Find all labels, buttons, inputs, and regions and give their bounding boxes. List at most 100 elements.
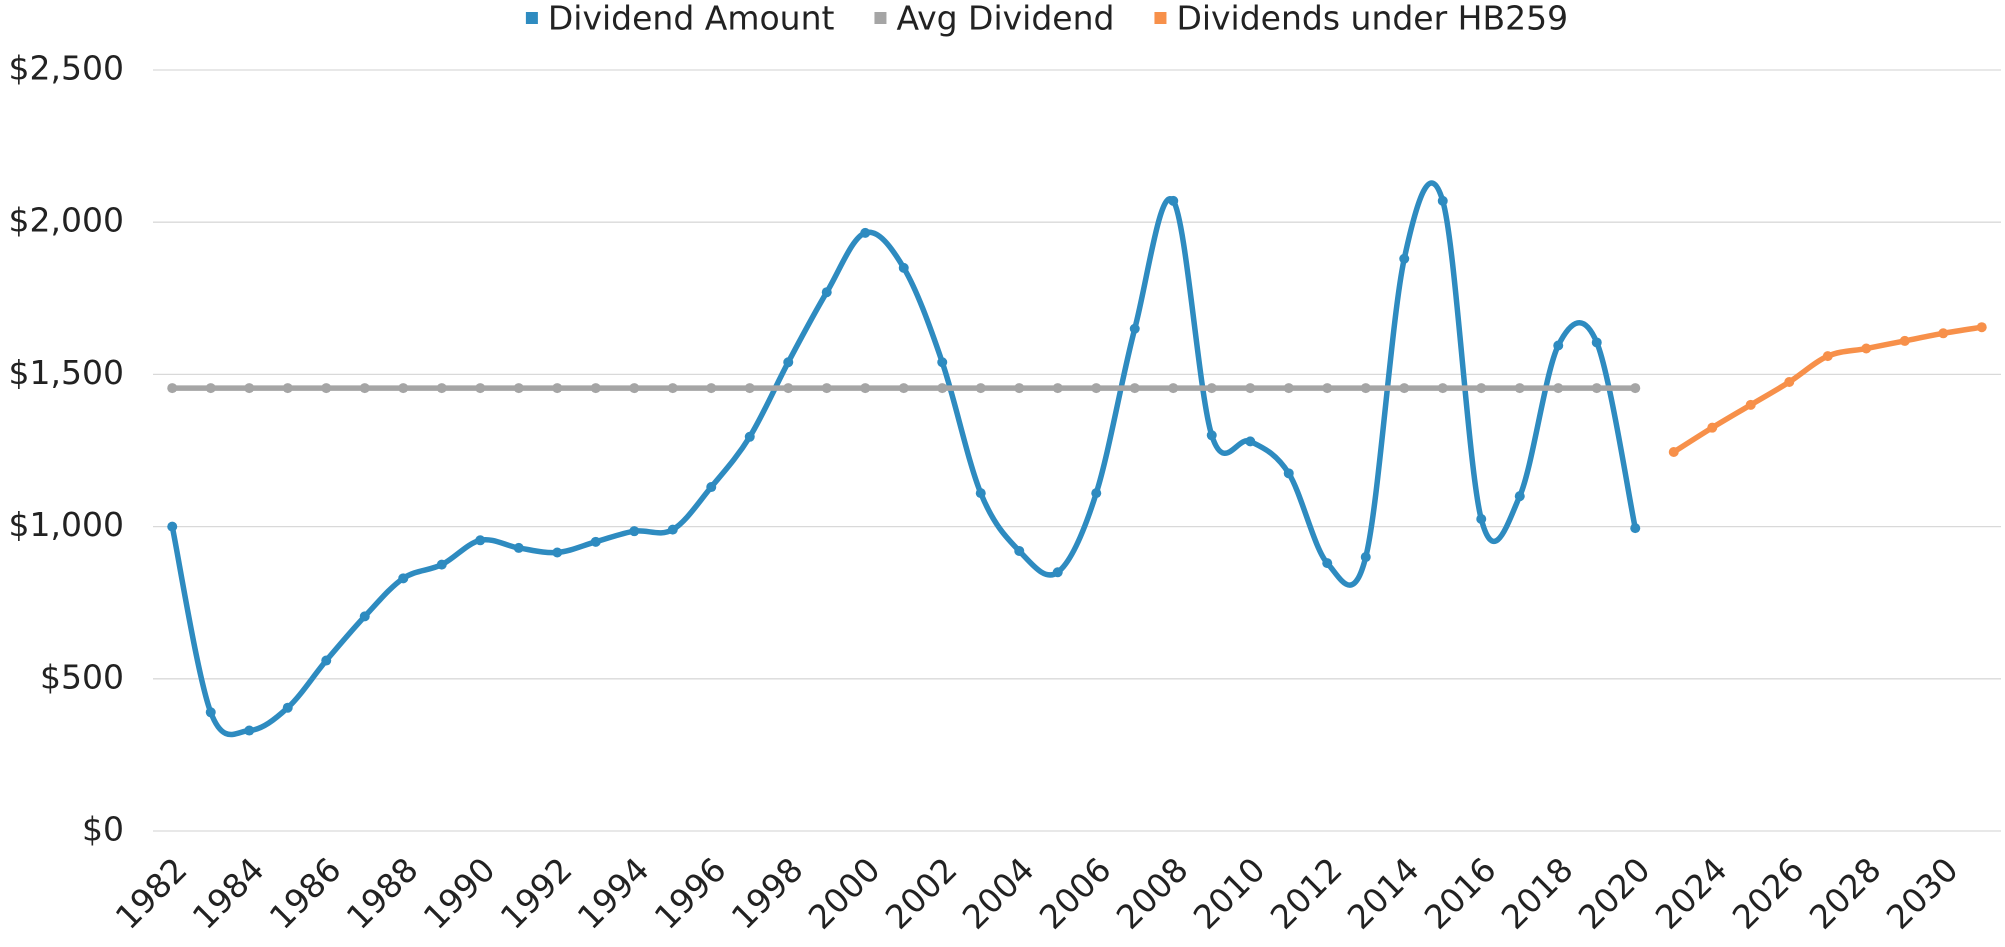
data-point xyxy=(513,542,524,553)
data-point xyxy=(1630,523,1641,534)
data-point xyxy=(436,559,447,570)
data-point xyxy=(783,357,794,368)
data-point xyxy=(1091,488,1102,499)
data-point xyxy=(1206,383,1217,394)
data-point xyxy=(1591,337,1602,348)
data-point xyxy=(1399,383,1410,394)
data-point xyxy=(1052,567,1063,578)
legend-label: Avg Dividend xyxy=(896,0,1114,38)
data-point xyxy=(1014,545,1025,556)
data-point xyxy=(1707,422,1718,433)
data-point xyxy=(1322,558,1333,569)
legend-swatch xyxy=(874,12,887,24)
y-tick-label: $0 xyxy=(82,810,124,849)
data-point xyxy=(744,383,755,394)
x-tick-label: 2008 xyxy=(1109,850,1196,937)
data-point xyxy=(244,383,255,394)
data-point xyxy=(359,611,370,622)
x-tick-label: 1982 xyxy=(108,850,195,937)
data-point xyxy=(282,383,293,394)
data-point xyxy=(1360,383,1371,394)
data-point xyxy=(1553,340,1564,351)
data-point xyxy=(1514,383,1525,394)
data-point xyxy=(1668,447,1679,458)
x-tick-label: 2010 xyxy=(1186,850,1273,937)
data-point xyxy=(744,431,755,442)
data-point xyxy=(1745,399,1756,410)
data-point xyxy=(1206,430,1217,441)
data-point xyxy=(667,383,678,394)
data-point xyxy=(667,524,678,535)
data-point xyxy=(1784,377,1795,388)
data-point xyxy=(629,383,640,394)
data-point xyxy=(1938,328,1949,339)
data-point xyxy=(898,262,909,273)
data-point xyxy=(321,383,332,394)
data-point xyxy=(1399,253,1410,264)
data-point xyxy=(1476,383,1487,394)
data-point xyxy=(1052,383,1063,394)
data-point xyxy=(1360,552,1371,563)
x-tick-label: 2018 xyxy=(1494,850,1581,937)
data-point xyxy=(860,227,871,238)
data-point xyxy=(706,383,717,394)
x-tick-label: 1992 xyxy=(493,850,580,937)
data-point xyxy=(359,383,370,394)
data-point xyxy=(937,383,948,394)
data-point xyxy=(1630,383,1641,394)
data-point xyxy=(937,357,948,368)
data-point xyxy=(167,521,178,532)
data-point xyxy=(590,383,601,394)
data-point xyxy=(398,383,409,394)
series-line xyxy=(1672,324,1983,455)
data-point xyxy=(975,383,986,394)
x-tick-label: 1996 xyxy=(647,850,734,937)
data-point xyxy=(552,383,563,394)
data-point xyxy=(1283,468,1294,479)
data-point xyxy=(167,383,178,394)
data-point xyxy=(205,383,216,394)
x-tick-label: 2016 xyxy=(1417,850,1504,937)
x-tick-label: 1986 xyxy=(262,850,349,937)
x-tick-label: 2002 xyxy=(878,850,965,937)
data-point xyxy=(513,383,524,394)
x-tick-label: 2026 xyxy=(1725,850,1812,937)
data-point xyxy=(821,383,832,394)
data-point xyxy=(436,383,447,394)
data-point xyxy=(244,725,255,736)
legend-label: Dividend Amount xyxy=(548,0,835,38)
data-point xyxy=(1245,436,1256,447)
data-point xyxy=(1283,383,1294,394)
data-point xyxy=(1091,383,1102,394)
data-point xyxy=(1591,383,1602,394)
data-point xyxy=(321,655,332,666)
data-point xyxy=(1129,383,1140,394)
data-point xyxy=(282,702,293,713)
x-tick-label: 1998 xyxy=(724,850,811,937)
data-point xyxy=(783,383,794,394)
x-tick-label: 2030 xyxy=(1879,850,1966,937)
x-tick-label: 2004 xyxy=(955,850,1042,937)
data-point xyxy=(552,547,563,558)
data-point xyxy=(975,488,986,499)
x-tick-label: 1994 xyxy=(570,850,657,937)
data-point xyxy=(590,536,601,547)
data-point xyxy=(1899,335,1910,346)
data-point xyxy=(1168,383,1179,394)
y-tick-label: $1,500 xyxy=(9,353,124,392)
data-point xyxy=(821,287,832,298)
x-tick-label: 1988 xyxy=(339,850,426,937)
x-tick-label: 2012 xyxy=(1263,850,1350,937)
data-point xyxy=(1437,383,1448,394)
x-tick-label: 2024 xyxy=(1648,850,1735,937)
data-point xyxy=(706,482,717,493)
x-tick-label: 1984 xyxy=(185,850,272,937)
x-tick-label: 2000 xyxy=(801,850,888,937)
data-point xyxy=(398,573,409,584)
x-tick-label: 1990 xyxy=(416,850,503,937)
x-tick-label: 2014 xyxy=(1340,850,1427,937)
y-tick-label: $1,000 xyxy=(9,505,124,544)
data-point xyxy=(475,535,486,546)
x-tick-label: 2020 xyxy=(1571,850,1658,937)
